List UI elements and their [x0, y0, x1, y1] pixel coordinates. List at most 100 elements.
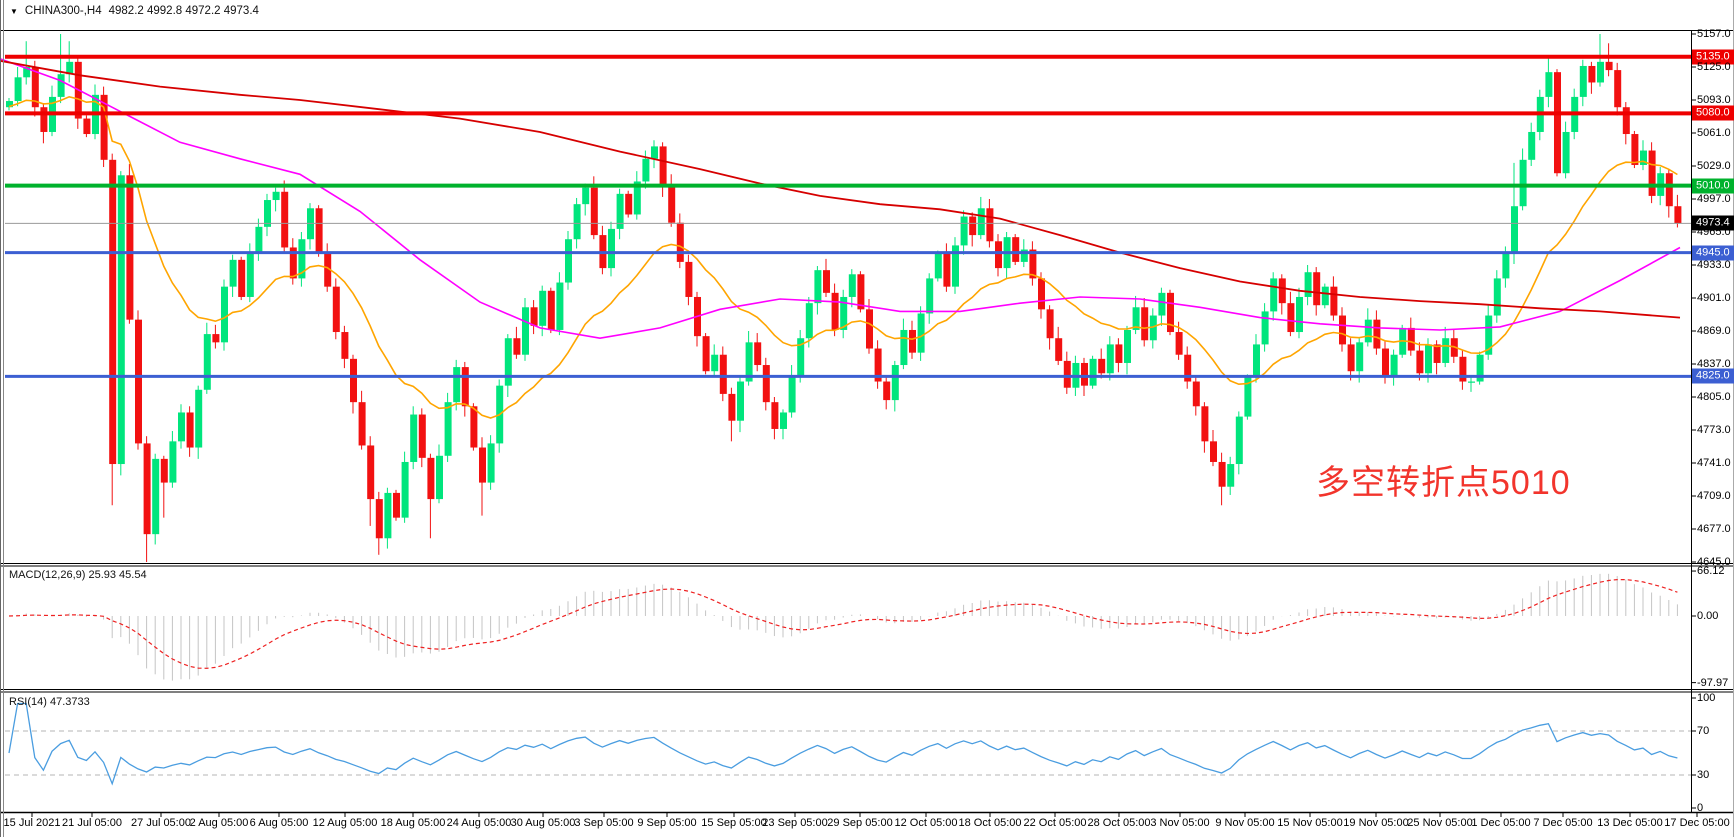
candle-body-up	[573, 204, 581, 240]
candle-body-up	[221, 286, 228, 343]
candle-body-down	[866, 309, 873, 349]
candle-body-down	[186, 412, 194, 448]
candle-body-down	[676, 222, 684, 262]
candle-body-up	[401, 461, 409, 518]
candle-body-down	[1674, 206, 1682, 224]
candle-body-up	[1253, 344, 1260, 378]
candle-body-down	[883, 381, 891, 401]
candle-body-down	[762, 365, 770, 403]
candle-body-down	[1063, 360, 1071, 388]
candle-body-up	[960, 216, 968, 246]
candle-body-down	[367, 445, 375, 500]
candle-body-up	[1270, 278, 1278, 312]
candle-body-up	[840, 296, 848, 330]
candle-body-down	[1175, 332, 1183, 355]
candle-body-down	[418, 414, 426, 458]
candle-body-down	[332, 286, 340, 333]
candle-body-down	[1210, 441, 1217, 462]
candle-body-up	[298, 239, 306, 279]
rsi-line	[8, 702, 1678, 786]
ma-mid-line	[0, 58, 1681, 340]
candle-body-down	[143, 443, 151, 535]
chart-title-bar: ▼ CHINA300-,H4 4982.2 4992.8 4972.2 4973…	[10, 5, 259, 17]
candle-body-down	[1373, 319, 1381, 349]
candle-body-down	[1313, 272, 1321, 306]
candle-body-down	[1648, 150, 1656, 196]
symbol-dropdown-icon[interactable]: ▼	[10, 6, 18, 16]
candle-body-up	[1390, 354, 1398, 376]
candle-body-down	[943, 253, 951, 287]
candle-body-down	[986, 208, 994, 242]
candle-body-up	[444, 402, 452, 456]
candle-body-down	[969, 216, 977, 236]
candle-body-down	[1012, 237, 1020, 262]
candle-body-up	[1261, 311, 1269, 345]
candle-body-up	[797, 338, 805, 376]
candle-body-up	[1089, 358, 1097, 386]
candle-body-down	[350, 358, 357, 403]
candle-body-down	[771, 402, 779, 429]
candle-body-down	[358, 402, 366, 446]
candle-body-down	[995, 241, 1002, 269]
macd-indicator-label: MACD(12,26,9) 25.93 45.54	[9, 569, 147, 581]
candle-body-down	[857, 274, 865, 310]
candle-body-down	[1588, 65, 1596, 83]
candle-body-up	[788, 375, 796, 413]
candle-body-down	[530, 307, 538, 326]
chart-text-annotation: 多空转折点5010	[1316, 464, 1571, 502]
candle-body-down	[212, 334, 220, 343]
ma-fast-line	[8, 95, 1678, 419]
candle-body-down	[83, 118, 91, 135]
candle-body-down	[135, 319, 142, 444]
candle-body-down	[1382, 348, 1389, 376]
candle-body-down	[31, 67, 39, 108]
candle-body-down	[109, 159, 117, 465]
candle-body-up	[1149, 315, 1157, 341]
candle-body-down	[1605, 61, 1613, 71]
candle-body-up	[384, 492, 392, 539]
ma-slow-line	[0, 59, 1681, 319]
candle-body-down	[625, 193, 633, 215]
candle-body-down	[1141, 307, 1149, 341]
candle-body-up	[900, 329, 908, 366]
candle-body-down	[1192, 381, 1200, 407]
candle-body-down	[1201, 406, 1209, 442]
candle-body-up	[745, 342, 753, 382]
candle-body-up	[737, 381, 744, 421]
candle-body-up	[1597, 61, 1604, 83]
candle-body-down	[1038, 278, 1045, 310]
candle-body-up	[1124, 329, 1131, 363]
candle-body-down	[1459, 356, 1467, 382]
candle-body-up	[539, 290, 547, 326]
candle-body-up	[952, 245, 959, 287]
candle-body-up	[780, 412, 787, 429]
candle-body-down	[238, 259, 246, 297]
candle-body-up	[1468, 381, 1475, 383]
candle-body-down	[1055, 338, 1063, 361]
candle-body-down	[1433, 344, 1441, 363]
candle-body-up	[1296, 296, 1303, 333]
candle-body-up	[1020, 249, 1028, 262]
candle-body-down	[1029, 249, 1037, 279]
candle-body-down	[470, 406, 478, 448]
candle-body-up	[436, 455, 443, 500]
candle-body-down	[1416, 350, 1424, 374]
candle-body-up	[23, 67, 31, 78]
candle-body-up	[651, 146, 658, 159]
candle-body-down	[668, 185, 676, 223]
candle-body-down	[909, 329, 916, 353]
candle-body-down	[831, 292, 839, 330]
candle-body-up	[522, 307, 529, 355]
candle-body-down	[754, 342, 762, 366]
candle-body-up	[805, 303, 813, 339]
candle-body-up	[1545, 72, 1553, 97]
macd-signal-line	[8, 578, 1678, 669]
candle-body-down	[1098, 358, 1106, 374]
candle-body-up	[246, 253, 254, 297]
candle-body-up	[1158, 292, 1166, 316]
candle-body-up	[1502, 252, 1510, 279]
candle-body-up	[195, 389, 203, 448]
candle-body-up	[556, 282, 564, 330]
